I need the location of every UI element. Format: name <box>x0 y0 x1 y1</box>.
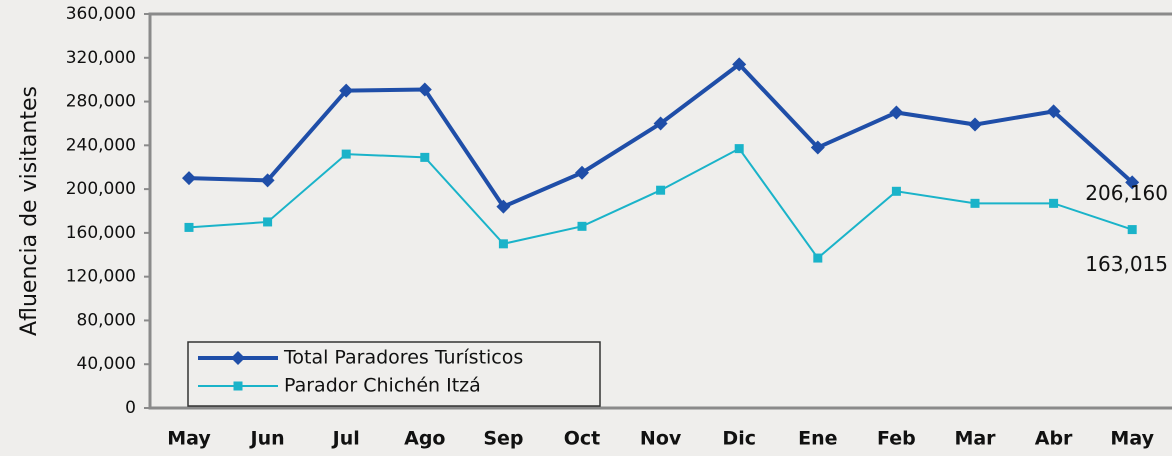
y-tick-label: 280,000 <box>66 92 136 112</box>
x-tick-label: Ene <box>798 428 837 450</box>
x-tick-label: Abr <box>1035 428 1073 450</box>
legend-marker <box>231 351 245 365</box>
point <box>1046 104 1061 119</box>
value-label: 163,015 <box>1085 252 1168 276</box>
y-tick-label: 80,000 <box>77 310 136 330</box>
x-tick-label: Oct <box>564 428 601 450</box>
point <box>970 198 980 208</box>
series-line <box>188 147 1133 260</box>
value-label: 206,160 <box>1085 181 1168 205</box>
point <box>891 186 901 196</box>
x-tick-label: Jul <box>331 428 360 450</box>
y-tick-label: 320,000 <box>66 48 136 68</box>
point <box>1049 198 1059 208</box>
point <box>732 57 747 72</box>
point <box>1125 175 1140 190</box>
point <box>182 171 196 186</box>
x-tick-label: Feb <box>877 428 916 450</box>
x-tick-label: Ago <box>404 428 445 450</box>
x-tick-label: Sep <box>483 428 523 450</box>
point <box>1127 225 1137 235</box>
legend-label: Total Paradores Turísticos <box>283 347 523 369</box>
x-tick-label: Jun <box>249 428 285 450</box>
point <box>420 152 430 162</box>
x-tick-label: Dic <box>722 428 756 450</box>
y-tick-label: 160,000 <box>66 223 136 243</box>
series-line <box>188 61 1134 210</box>
legend-label: Parador Chichén Itzá <box>284 375 481 397</box>
x-tick-label: Nov <box>640 428 682 450</box>
point <box>889 105 904 120</box>
y-tick-label: 360,000 <box>66 4 136 24</box>
y-tick-label: 0 <box>125 398 136 418</box>
point <box>417 82 432 97</box>
y-tick-label: 240,000 <box>66 135 136 155</box>
point <box>339 83 354 98</box>
legend-marker <box>233 381 243 391</box>
plot-frame <box>148 12 1172 410</box>
point <box>734 144 744 154</box>
y-tick-label: 120,000 <box>66 267 136 287</box>
point <box>810 140 825 155</box>
point <box>575 165 589 180</box>
point <box>498 239 508 249</box>
x-tick-label: May <box>167 428 211 450</box>
point <box>813 253 823 263</box>
x-tick-label: May <box>1110 428 1154 450</box>
point <box>260 173 275 188</box>
point <box>341 149 351 159</box>
point <box>968 117 982 132</box>
y-tick-label: 40,000 <box>77 354 136 374</box>
point <box>184 222 194 232</box>
x-tick-label: Mar <box>954 428 996 450</box>
legend-box <box>187 341 601 407</box>
point <box>656 185 666 195</box>
point <box>653 116 668 131</box>
point <box>263 217 273 227</box>
y-axis-label: Afluencia de visitantes <box>17 86 42 336</box>
y-tick-label: 200,000 <box>66 179 136 199</box>
point <box>577 221 587 231</box>
point <box>496 199 511 214</box>
